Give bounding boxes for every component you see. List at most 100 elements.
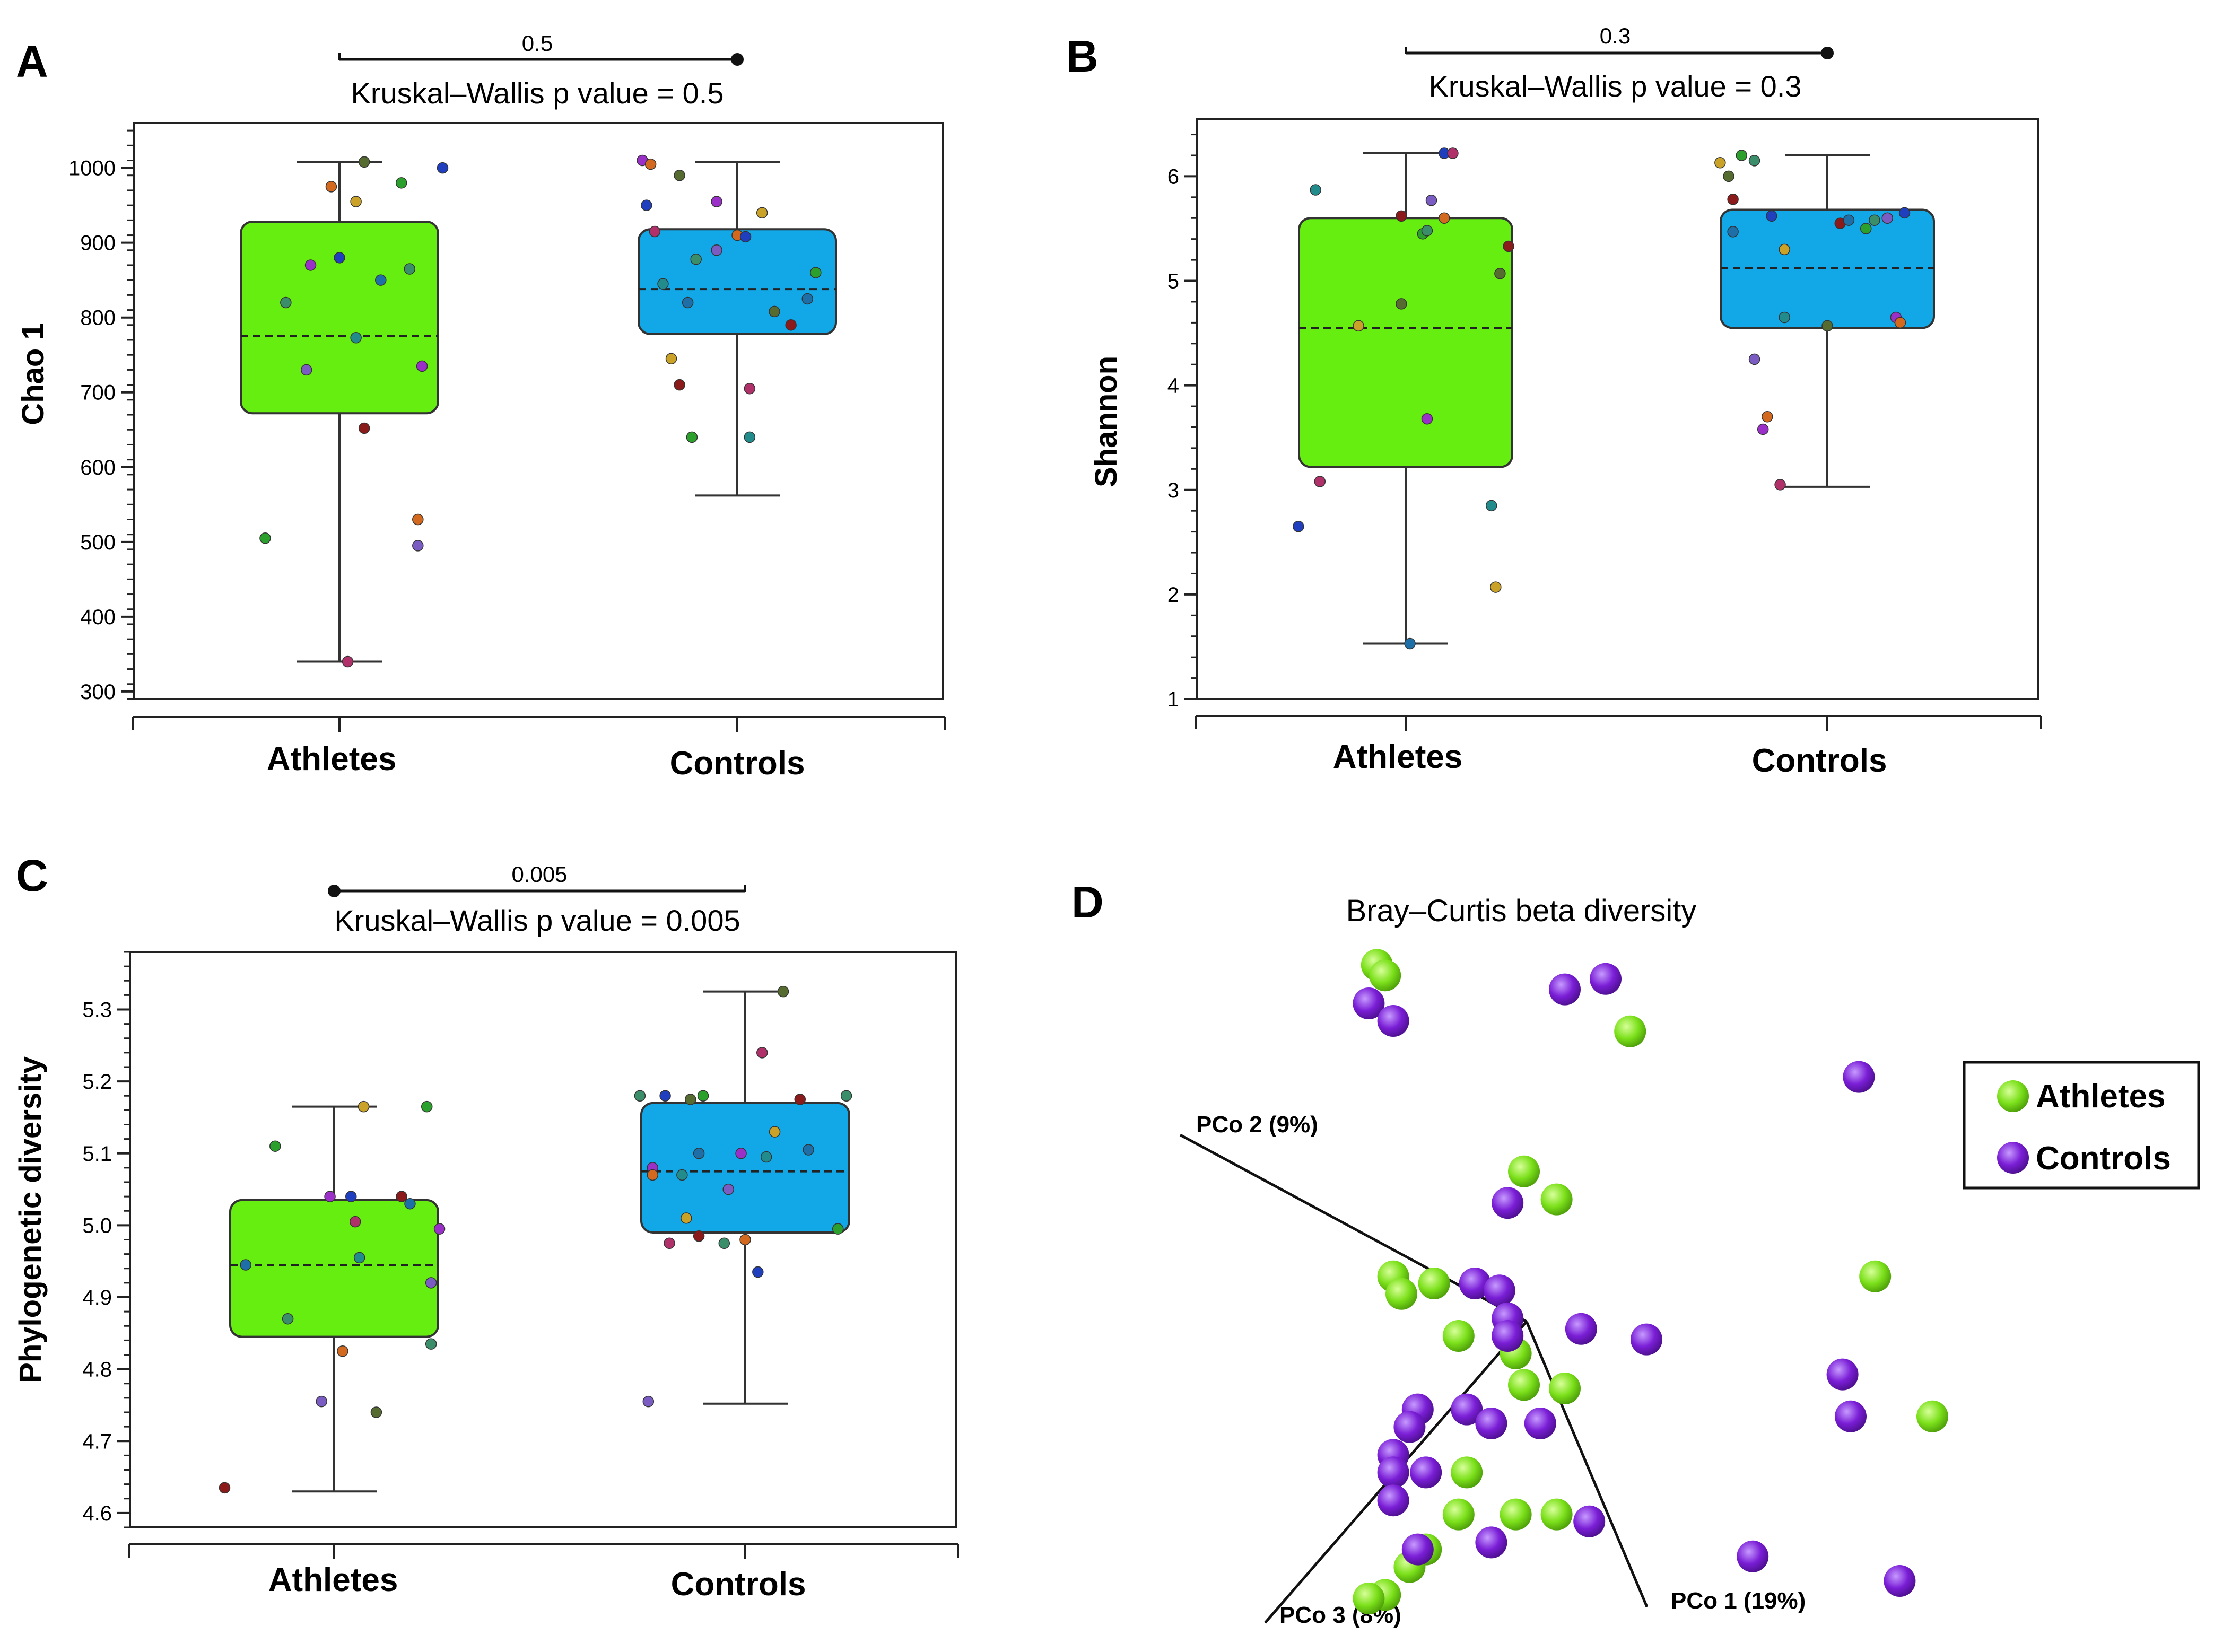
point-controls (1483, 1274, 1515, 1307)
legend-label-controls: Controls (2036, 1140, 2171, 1177)
data-point (358, 422, 370, 434)
legend-label-athletes: Athletes (2036, 1078, 2166, 1115)
data-point (301, 364, 312, 376)
panel-letter-d: D (1071, 877, 1104, 927)
y-tick-label: 1 (1167, 688, 1179, 711)
panel-a: 0.5 Kruskal–Wallis p value = 0.5 Chao 1 … (16, 31, 946, 782)
data-point (697, 1090, 709, 1102)
data-point (1766, 210, 1777, 222)
data-point (1310, 184, 1321, 196)
point-controls (1475, 1526, 1507, 1559)
significance-label: 0.005 (511, 862, 567, 887)
data-point (1421, 225, 1433, 237)
point-controls (1631, 1323, 1662, 1356)
point-athletes (1353, 1583, 1385, 1614)
point-controls (1393, 1411, 1426, 1443)
data-point (769, 305, 780, 318)
data-point (744, 431, 756, 443)
data-point (1353, 320, 1364, 332)
data-point (337, 1345, 348, 1357)
data-point (1779, 311, 1790, 324)
data-point (1421, 413, 1433, 425)
data-point (718, 1237, 730, 1249)
data-point (665, 353, 677, 365)
data-point (269, 1140, 281, 1152)
data-point (769, 1126, 781, 1138)
data-point (404, 1198, 416, 1210)
data-point (1714, 157, 1726, 169)
point-athletes (1442, 1498, 1475, 1531)
data-point (370, 1406, 382, 1418)
data-point (739, 231, 752, 243)
data-point (1727, 194, 1739, 205)
point-controls (1826, 1358, 1859, 1391)
data-point (1293, 521, 1304, 532)
data-point (421, 1100, 433, 1113)
data-point (682, 296, 694, 309)
point-controls (1377, 1456, 1409, 1489)
data-point (1821, 320, 1833, 332)
point-athletes (1369, 959, 1401, 992)
data-point (744, 382, 756, 395)
data-point (801, 293, 814, 305)
y-axis-label: Phylogenetic diversity (13, 1056, 48, 1383)
data-point (1843, 214, 1855, 226)
point-controls (1573, 1505, 1606, 1537)
chart-title: Bray–Curtis beta diversity (1346, 894, 1697, 928)
data-point (353, 1252, 365, 1264)
data-point (840, 1090, 852, 1102)
data-point (722, 1183, 734, 1195)
data-point (259, 532, 271, 544)
axis-pco1-line (1525, 1321, 1649, 1607)
x-tick-label-controls: Controls (1752, 742, 1887, 779)
data-point (785, 319, 797, 331)
legend: Athletes Controls (1963, 1061, 2200, 1190)
data-point (324, 1191, 336, 1202)
data-point (657, 278, 669, 290)
point-controls (1451, 1393, 1483, 1426)
data-point (1748, 353, 1760, 365)
data-point (690, 253, 702, 265)
point-controls (1492, 1187, 1524, 1219)
y-tick-label: 500 (80, 531, 116, 554)
panel-letter-b: B (1066, 31, 1099, 81)
data-point (641, 199, 652, 211)
data-point (375, 274, 387, 286)
point-athletes (1859, 1260, 1892, 1292)
y-tick-label: 4 (1167, 374, 1179, 398)
data-point (425, 1277, 437, 1289)
data-point (1869, 214, 1880, 226)
significance-endpoint (731, 53, 744, 66)
data-point (1447, 147, 1459, 159)
y-tick-label: 2 (1167, 583, 1179, 607)
point-controls (1475, 1408, 1507, 1439)
panel-letter-a: A (16, 37, 48, 86)
data-point (711, 196, 722, 207)
point-athletes (1385, 1278, 1417, 1310)
data-point (1314, 476, 1326, 487)
data-point (1881, 212, 1893, 224)
data-point (1898, 207, 1911, 219)
point-controls (1884, 1565, 1916, 1597)
point-controls (1377, 1484, 1409, 1517)
data-point (756, 1047, 768, 1059)
data-point (350, 332, 362, 344)
data-point (358, 156, 370, 168)
data-point (777, 985, 789, 998)
y-tick-label: 900 (80, 232, 116, 255)
data-point (735, 1148, 747, 1159)
data-point (760, 1151, 772, 1163)
box-controls (640, 1102, 850, 1234)
data-point (1736, 150, 1748, 161)
significance-endpoint (1821, 47, 1834, 59)
data-point (1485, 500, 1497, 512)
y-tick-label: 800 (80, 307, 116, 330)
point-controls (1492, 1320, 1524, 1352)
box-athletes (229, 1199, 439, 1338)
point-controls (1737, 1540, 1769, 1572)
y-tick-label: 400 (80, 606, 116, 629)
data-point (659, 1090, 671, 1102)
data-point (756, 207, 768, 218)
data-point (1727, 226, 1739, 238)
